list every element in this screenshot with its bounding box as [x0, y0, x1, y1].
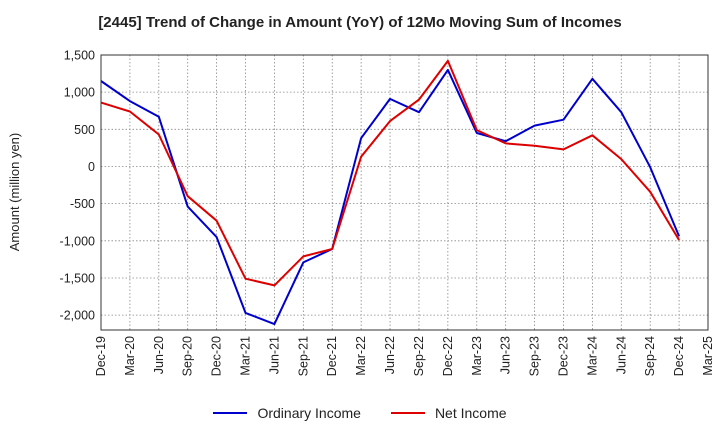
x-tick-label: Mar-22 [354, 336, 368, 376]
x-tick-label: Dec-21 [325, 336, 339, 376]
x-tick-label: Mar-25 [701, 336, 715, 376]
x-tick-label: Dec-24 [672, 336, 686, 376]
y-tick-label: -500 [70, 197, 95, 211]
x-tick-label: Dec-19 [94, 336, 108, 376]
y-tick-label: -1,000 [60, 234, 95, 248]
x-tick-label: Dec-22 [441, 336, 455, 376]
x-tick-label: Sep-20 [181, 336, 195, 376]
x-tick-label: Jun-23 [499, 336, 513, 374]
x-tick-label: Jun-20 [152, 336, 166, 374]
plot-frame [100, 54, 709, 331]
legend-swatch-net-income [390, 412, 425, 414]
x-tick-label: Sep-21 [296, 336, 310, 376]
x-tick-label: Mar-23 [470, 336, 484, 376]
x-tick-label: Sep-22 [412, 336, 426, 376]
grid [101, 54, 708, 330]
y-axis-ticks: 1,500 1,000 500 0 -500 -1,000 -1,500 -2,000 [60, 49, 96, 323]
x-tick-label: Mar-21 [239, 336, 253, 376]
y-tick-label: -2,000 [60, 309, 95, 323]
series-line-ordinary-income [100, 68, 681, 326]
y-axis-label: Amount (million yen) [7, 133, 22, 252]
x-axis-ticks: Dec-19 Mar-20 Jun-20 Sep-20 Dec-20 Mar-21 Jun-… [94, 336, 715, 376]
x-tick-label: Mar-20 [123, 336, 137, 376]
x-tick-label: Mar-24 [585, 336, 599, 376]
series-group [100, 59, 681, 326]
series-line-net-income [100, 59, 680, 287]
x-tick-label: Jun-22 [383, 336, 397, 374]
y-tick-label: -1,500 [60, 271, 95, 285]
legend-label-ordinary-income: Ordinary Income [257, 405, 361, 421]
y-tick-label: 500 [74, 123, 95, 137]
legend-item-net-income: Net Income [390, 405, 507, 421]
x-tick-label: Dec-20 [210, 336, 224, 376]
x-tick-label: Jun-24 [614, 336, 628, 374]
legend-label-net-income: Net Income [434, 405, 507, 421]
x-tick-label: Jun-21 [267, 336, 281, 374]
y-tick-label: 1,000 [64, 86, 95, 100]
chart-title: [2445] Trend of Change in Amount (YoY) o… [98, 14, 622, 31]
legend-item-ordinary-income: Ordinary Income [213, 405, 361, 421]
legend: Ordinary Income Net Income [0, 405, 720, 421]
legend-swatch-ordinary-income [213, 412, 248, 414]
x-tick-label: Sep-23 [528, 336, 542, 376]
y-tick-label: 1,500 [64, 49, 95, 63]
y-tick-label: 0 [88, 160, 95, 174]
x-tick-label: Sep-24 [643, 336, 657, 376]
x-tick-label: Dec-23 [556, 336, 570, 376]
